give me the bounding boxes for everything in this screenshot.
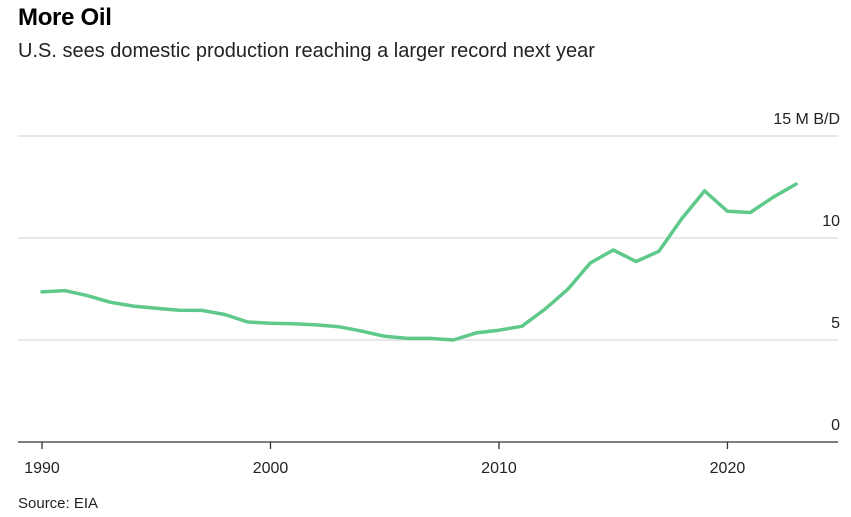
source-note: Source: EIA xyxy=(18,495,99,512)
y-tick-label: 5 xyxy=(831,315,840,332)
x-axis-labels: 1990 2000 2010 2020 xyxy=(24,460,745,477)
y-tick-label: 15 M B/D xyxy=(773,111,840,128)
series-line-0 xyxy=(40,182,798,342)
y-tick-label: 0 xyxy=(831,417,840,434)
chart-subtitle: U.S. sees domestic production reaching a… xyxy=(18,40,595,62)
y-tick-label: 10 xyxy=(822,213,840,230)
series-layer xyxy=(40,182,798,342)
x-tick-label: 1990 xyxy=(24,460,60,477)
x-axis xyxy=(18,441,838,449)
x-tick-label: 2000 xyxy=(253,460,289,477)
chart-title: More Oil xyxy=(18,4,112,31)
x-tick-label: 2010 xyxy=(481,460,517,477)
x-tick-label: 2020 xyxy=(710,460,746,477)
y-axis-labels: 0 5 10 15 M B/D xyxy=(773,111,840,434)
gridlines xyxy=(18,135,838,341)
